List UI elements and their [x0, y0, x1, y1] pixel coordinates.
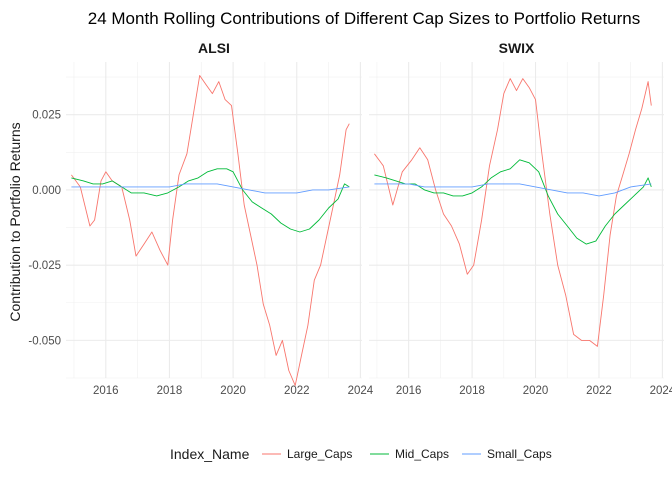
legend-label: Small_Caps [487, 447, 552, 461]
legend: Large_Caps Mid_Caps Small_Caps [262, 447, 552, 461]
x-tick-label: 2024 [650, 385, 672, 397]
legend-label: Large_Caps [287, 447, 352, 461]
x-tick-label: 2024 [348, 385, 374, 397]
y-tick-label: -0.050 [28, 335, 61, 347]
x-tick-label: 2020 [523, 385, 549, 397]
x-tick-label: 2022 [586, 385, 612, 397]
y-tick-label: 0.000 [32, 185, 61, 197]
panel-swix: SWIX 2016 2018 2020 2022 2024 [369, 40, 672, 397]
legend-item-mid-caps: Mid_Caps [370, 447, 449, 461]
facet-label-alsi: ALSI [198, 40, 230, 56]
series-line-swix-small-caps [374, 183, 652, 197]
y-tick-label: 0.025 [32, 110, 61, 122]
x-tick-label: 2020 [220, 385, 246, 397]
y-tick-label: -0.025 [28, 260, 61, 272]
legend-item-small-caps: Small_Caps [462, 447, 552, 461]
panel-alsi: ALSI 2016 2018 2020 2022 2024 0.025 0.000 -0.025… [28, 40, 373, 397]
x-tick-label: 2018 [157, 385, 183, 397]
chart-title: 24 Month Rolling Contributions of Differ… [88, 9, 640, 28]
panels-group: ALSI 2016 2018 2020 2022 2024 0.025 0.000 -0.025… [28, 40, 672, 397]
x-tick-label: 2016 [93, 385, 119, 397]
legend-label: Mid_Caps [395, 447, 449, 461]
x-tick-label: 2018 [459, 385, 485, 397]
legend-item-large-caps: Large_Caps [262, 447, 352, 461]
series-line-alsi-small-caps [71, 183, 350, 194]
series-line-swix-mid-caps [374, 159, 652, 245]
legend-title: Index_Name [170, 446, 250, 462]
facet-label-swix: SWIX [499, 40, 535, 56]
x-tick-label: 2022 [284, 385, 310, 397]
x-tick-label: 2016 [396, 385, 422, 397]
y-axis-label: Contribution to Portfolio Returns [7, 122, 23, 321]
series-line-alsi-large-caps [71, 75, 350, 386]
series-line-swix-large-caps [374, 78, 652, 347]
series-line-alsi-mid-caps [71, 168, 350, 233]
